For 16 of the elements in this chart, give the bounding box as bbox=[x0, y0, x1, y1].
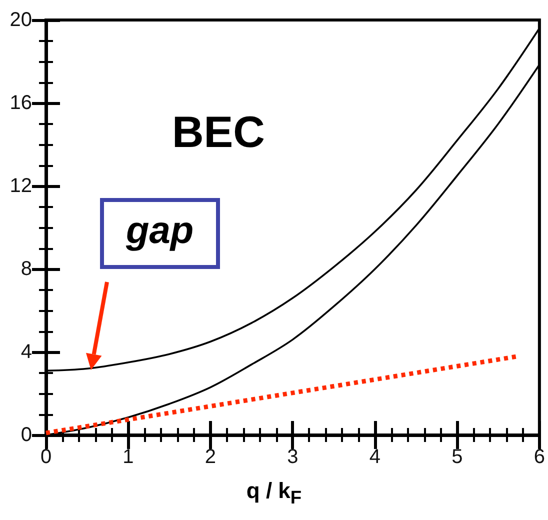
x-tick-label: 6 bbox=[534, 446, 545, 468]
y-tick-label: 0 bbox=[20, 424, 32, 446]
y-tick-label: 20 bbox=[10, 9, 32, 31]
x-tick-label: 3 bbox=[287, 446, 298, 468]
x-tick-label: 1 bbox=[122, 446, 134, 468]
y-tick-label: 8 bbox=[20, 258, 32, 280]
y-tick-label: 16 bbox=[10, 92, 32, 114]
x-axis-title: q / k$_{F}$ bbox=[245, 478, 303, 508]
x-tick-label: 5 bbox=[452, 446, 463, 468]
y-tick-label: 12 bbox=[10, 175, 32, 197]
annotation: gap bbox=[100, 198, 220, 269]
x-tick-label: 2 bbox=[204, 446, 216, 468]
y-tick-label: 4 bbox=[20, 341, 32, 363]
x-tick-label: 4 bbox=[369, 446, 381, 468]
annotation: BEC bbox=[172, 108, 265, 158]
x-tick-label: 0 bbox=[40, 446, 52, 468]
